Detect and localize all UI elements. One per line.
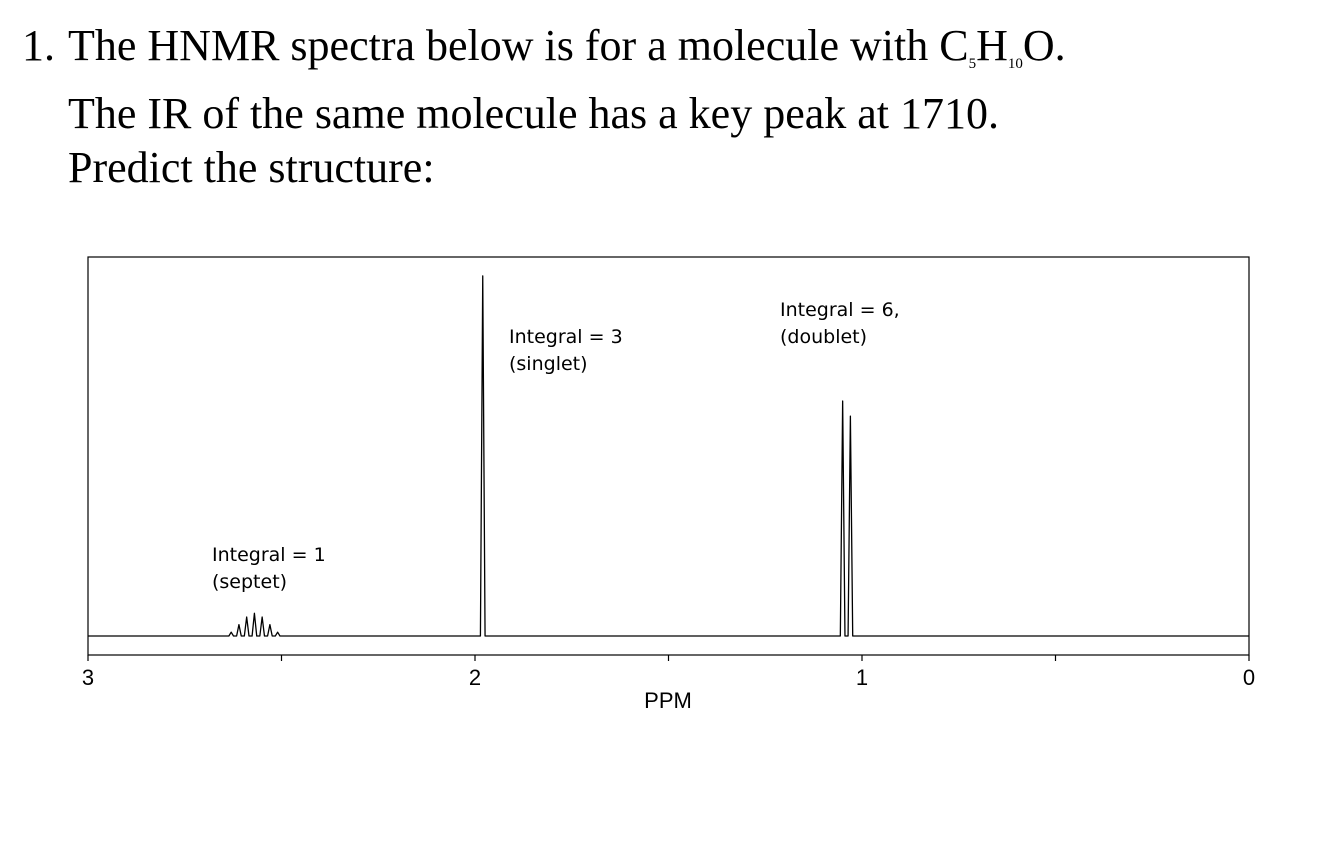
annotation: Integral = 6,: [780, 299, 900, 321]
text: H: [976, 21, 1008, 70]
text: The HNMR spectra below is for a molecule…: [68, 21, 969, 70]
annotation: (singlet): [509, 353, 588, 375]
question-number: 1.: [22, 21, 55, 70]
annotation: (doublet): [780, 326, 867, 348]
x-tick-label: 1: [856, 665, 868, 690]
question-line: The HNMR spectra below is for a molecule…: [68, 21, 1066, 72]
x-axis-label: PPM: [644, 688, 692, 713]
x-tick-label: 3: [82, 665, 94, 690]
annotation: Integral = 1: [212, 544, 326, 566]
question-line: The IR of the same molecule has a key pe…: [68, 89, 999, 138]
annotation: (septet): [212, 571, 287, 593]
question-line: Predict the structure:: [68, 143, 435, 192]
annotation: Integral = 3: [509, 326, 623, 348]
x-tick-label: 0: [1243, 665, 1255, 690]
spectrum-line: [88, 275, 1249, 637]
subscript: 5: [969, 56, 977, 72]
x-tick-label: 2: [469, 665, 481, 690]
text: O.: [1023, 21, 1066, 70]
subscript: 10: [1008, 56, 1023, 72]
plot-frame: [87, 256, 1250, 656]
